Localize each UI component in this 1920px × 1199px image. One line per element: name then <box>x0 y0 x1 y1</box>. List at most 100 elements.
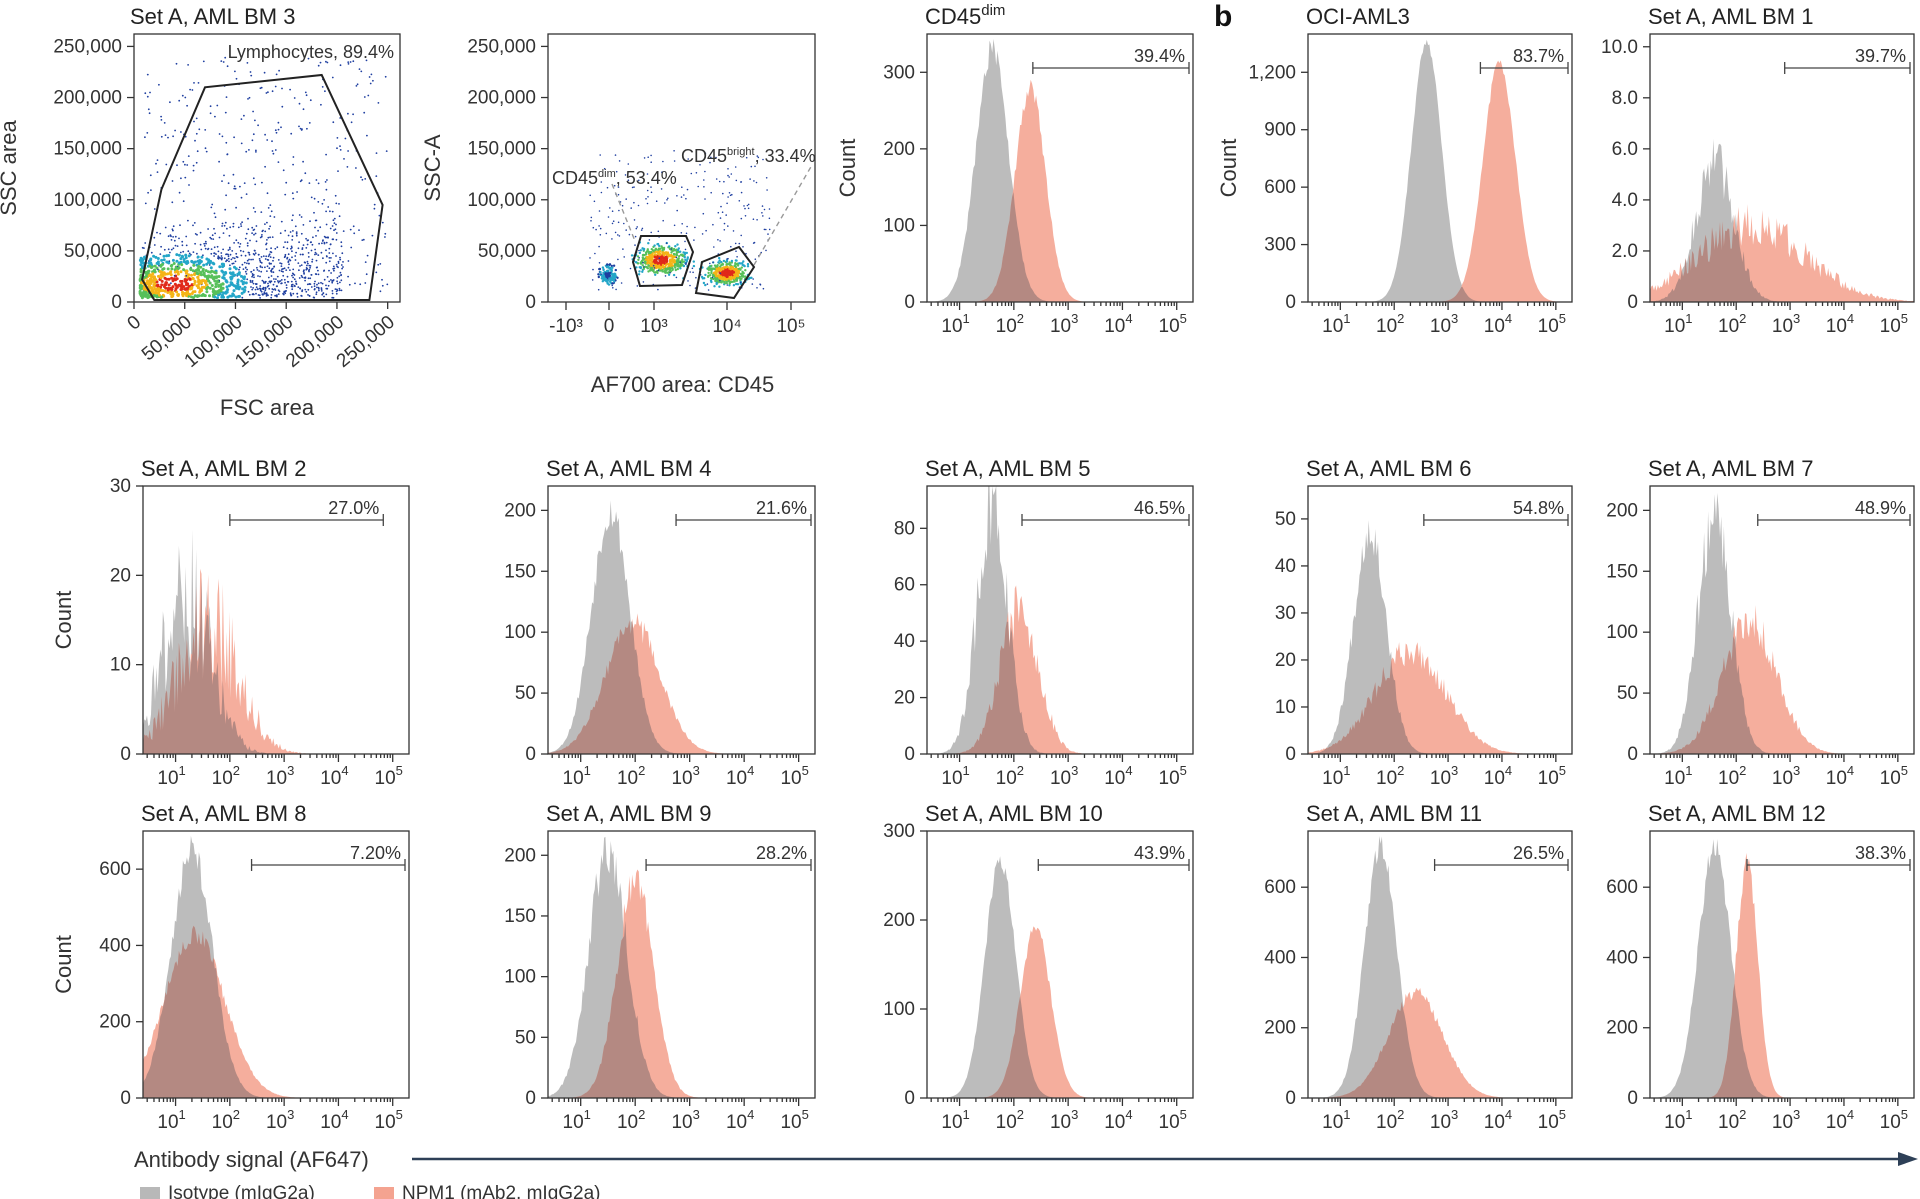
event-dot <box>217 256 220 258</box>
event-dot <box>736 271 739 274</box>
event-dot <box>305 94 308 97</box>
event-dot <box>336 288 338 291</box>
y-tick-label: 200 <box>1606 500 1638 521</box>
event-dot <box>598 225 600 227</box>
y-tick-label: 600 <box>1264 877 1296 898</box>
event-dot <box>298 125 300 128</box>
event-dot <box>320 290 323 292</box>
event-dot <box>662 270 666 273</box>
event-dot <box>277 259 280 261</box>
event-dot <box>152 275 156 279</box>
event-dot <box>347 275 349 278</box>
event-dot <box>205 242 207 245</box>
event-dot <box>237 241 240 244</box>
event-dot <box>599 227 602 230</box>
event-dot <box>671 257 674 260</box>
event-dot <box>339 145 341 148</box>
event-dot <box>263 292 265 295</box>
event-dot <box>246 262 248 265</box>
event-dot <box>288 263 290 266</box>
event-dot <box>730 245 732 248</box>
event-dot <box>735 268 738 271</box>
event-dot <box>167 235 170 238</box>
y-tick-label: 2.0 <box>1612 241 1638 262</box>
event-dot <box>618 209 620 212</box>
event-dot <box>281 268 283 271</box>
x-tick-label: 104 <box>726 1107 754 1133</box>
event-dot <box>291 246 293 249</box>
event-dot <box>190 286 194 290</box>
event-dot <box>637 273 641 276</box>
y-tick-label: 200 <box>883 910 915 931</box>
event-dot <box>188 252 191 255</box>
event-dot <box>333 267 336 270</box>
event-dot <box>329 227 332 230</box>
panel-title-text: CD45 <box>925 4 981 29</box>
event-dot <box>355 167 357 169</box>
event-dot <box>635 227 638 230</box>
x-tick-base: 10 <box>1376 316 1397 337</box>
event-dot <box>194 233 197 235</box>
x-tick-base: 10 <box>1880 316 1901 337</box>
event-dot <box>657 269 660 272</box>
event-dot <box>231 262 234 265</box>
event-dot <box>711 273 715 277</box>
event-dot <box>252 287 255 289</box>
event-dot <box>761 212 763 214</box>
y-tick-label: 400 <box>99 935 131 956</box>
event-dot <box>214 232 217 235</box>
event-dot <box>743 264 746 268</box>
event-dot <box>648 258 651 261</box>
event-dot <box>170 287 174 291</box>
y-tick-label: 600 <box>1264 177 1296 198</box>
event-dot <box>323 295 325 298</box>
event-dot <box>234 260 237 263</box>
event-dot <box>229 264 231 267</box>
event-dot <box>291 239 294 241</box>
overlap-histogram <box>548 920 815 1098</box>
x-tick-label: 103 <box>266 1107 294 1133</box>
event-dot <box>271 291 274 293</box>
event-dot <box>245 232 248 235</box>
y-tick-label: 0 <box>1285 292 1296 313</box>
gate-percent-label: 21.6% <box>756 498 807 518</box>
x-tick-exponent: 4 <box>1125 311 1132 326</box>
x-tick-exponent: 3 <box>287 763 294 778</box>
x-tick-label: 103 <box>671 763 699 789</box>
event-dot <box>641 256 644 259</box>
event-dot <box>646 248 649 251</box>
y-tick-label: 50 <box>515 1027 536 1048</box>
event-dot <box>328 269 330 272</box>
event-dot <box>313 197 316 200</box>
event-dot <box>301 289 304 292</box>
event-dot <box>296 292 299 295</box>
x-tick-base: 10 <box>1538 1112 1559 1133</box>
x-tick-label: 105 <box>1538 763 1566 789</box>
event-dot <box>687 158 689 160</box>
event-dot <box>267 294 269 297</box>
y-tick-label: 600 <box>99 859 131 880</box>
panel-title: Set A, AML BM 7 <box>1648 456 1813 481</box>
event-dot <box>155 288 159 292</box>
event-dot <box>199 243 202 246</box>
event-dot <box>338 287 341 290</box>
event-dot <box>289 269 291 271</box>
plot-frame <box>133 33 401 303</box>
event-dot <box>762 158 764 161</box>
event-dot <box>736 255 738 258</box>
x-tick-label: 102 <box>617 763 645 789</box>
event-dot <box>222 232 225 235</box>
y-tick-label: 50 <box>1617 683 1638 704</box>
event-dot <box>241 263 244 266</box>
event-dot <box>747 203 750 206</box>
event-dot <box>671 264 674 267</box>
event-dot <box>303 261 306 264</box>
event-dot <box>307 294 309 296</box>
gate-label-percent: , 53.4% <box>616 168 677 188</box>
event-dot <box>209 259 213 263</box>
event-dot <box>251 275 254 278</box>
event-dot <box>244 237 247 240</box>
event-dot <box>381 278 383 281</box>
event-dot <box>196 252 198 255</box>
